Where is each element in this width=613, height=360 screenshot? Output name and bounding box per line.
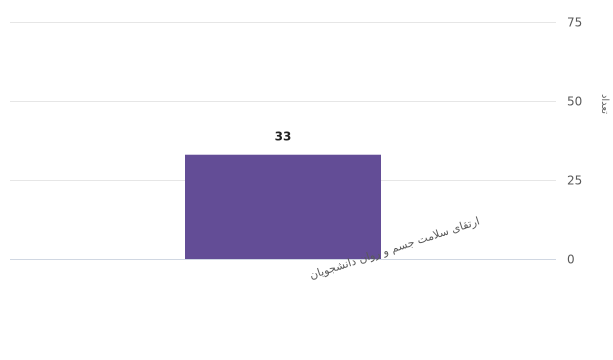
y-tick-label: 75 [567,16,582,30]
y-tick-label: 25 [567,174,582,188]
bars [185,154,381,259]
data-labels: 33 [275,130,292,144]
bar [185,154,381,259]
y-axis: 0 25 50 75 [567,16,582,267]
y-axis-title: تعداد [599,94,610,114]
y-tick-label: 0 [567,253,575,267]
bar-value-label: 33 [275,130,292,144]
y-tick-label: 50 [567,95,582,109]
gridlines [10,22,556,260]
